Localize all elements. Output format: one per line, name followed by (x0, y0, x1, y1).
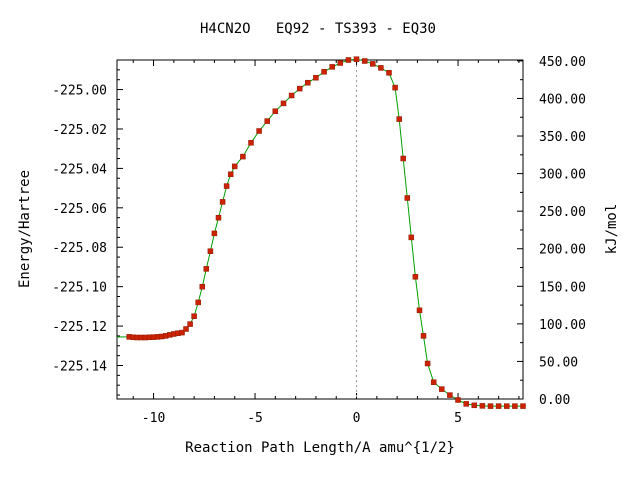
y-tick-label: -225.08 (52, 241, 107, 256)
data-point (280, 100, 287, 107)
data-point (264, 118, 270, 124)
data-point (305, 79, 311, 86)
data-point (424, 360, 431, 367)
data-point (219, 199, 226, 205)
data-point (512, 403, 518, 409)
data-point (272, 108, 279, 114)
data-point (504, 403, 510, 409)
data-point (191, 313, 197, 319)
y2-tick-label: 350.00 (539, 130, 586, 145)
data-point (520, 403, 526, 409)
data-point (455, 397, 461, 403)
data-point (203, 266, 210, 272)
data-point (412, 274, 419, 280)
x-tick-label: 5 (454, 411, 462, 426)
y2-tick-label: 200.00 (539, 243, 586, 258)
y2-tick-label: 150.00 (539, 280, 586, 295)
y2-tick-label: 0.00 (539, 393, 570, 408)
y2-axis-ticks: 0.00 50.00 100.00 150.00 200.00 250.00 300.00 3… (517, 55, 586, 408)
data-point (231, 163, 238, 170)
data-point (296, 85, 303, 92)
data-point (187, 321, 193, 327)
data-point (439, 386, 445, 392)
data-point (223, 183, 230, 189)
x-tick-label: 0 (353, 411, 361, 426)
y-tick-label: -225.14 (52, 359, 107, 374)
x-tick-label: -10 (142, 411, 165, 426)
chart-title: H4CN2O EQ92 - TS393 - EQ30 (200, 21, 436, 37)
y2-tick-label: 50.00 (539, 355, 578, 370)
y-tick-label: -225.06 (52, 202, 107, 217)
data-point (386, 70, 392, 76)
series-markers (117, 56, 526, 409)
data-point (487, 403, 494, 409)
data-point (392, 84, 398, 91)
data-point (211, 230, 218, 237)
y2-axis-label: kJ/mol (604, 204, 620, 255)
data-point (416, 307, 423, 314)
y-axis-ticks: -225.00 -225.02 -225.04 -225.06 -225.08 -225.… (52, 59, 123, 396)
data-point (353, 56, 360, 62)
x-tick-label: -5 (247, 411, 263, 426)
y-tick-label: -225.10 (52, 281, 107, 296)
x-axis-ticks: -10 -5 0 5 (132, 60, 520, 426)
y2-tick-label: 400.00 (539, 92, 586, 107)
data-point (408, 234, 415, 241)
y-tick-label: -225.12 (52, 320, 107, 335)
data-point (404, 195, 411, 201)
y-tick-label: -225.04 (52, 162, 107, 177)
data-point (329, 64, 335, 70)
data-point (396, 116, 402, 122)
y-tick-label: -225.02 (52, 123, 107, 138)
data-point (420, 333, 427, 339)
data-point (370, 61, 376, 67)
data-point (337, 60, 344, 66)
plot-frame (116, 59, 524, 400)
data-point (227, 171, 234, 178)
data-point (321, 69, 327, 75)
data-point (479, 403, 486, 409)
data-point (179, 329, 185, 336)
y2-tick-label: 300.00 (539, 168, 586, 183)
data-point (361, 58, 368, 64)
data-point (463, 401, 469, 407)
y-tick-label: -225.00 (52, 84, 107, 99)
data-point (207, 248, 214, 254)
data-point (240, 153, 246, 160)
data-point (447, 392, 453, 398)
series-line (129, 58, 523, 407)
data-point (256, 128, 262, 134)
y2-tick-label: 250.00 (539, 205, 586, 220)
y2-tick-label: 450.00 (539, 55, 586, 70)
data-point (400, 155, 406, 162)
data-point (313, 74, 319, 81)
data-point (378, 65, 384, 71)
data-point (195, 299, 201, 306)
data-point (345, 57, 352, 63)
data-point (495, 403, 502, 409)
data-point (471, 402, 478, 409)
data-point (248, 140, 254, 146)
y2-tick-label: 100.00 (539, 318, 586, 333)
data-point (430, 379, 437, 385)
data-point (183, 326, 189, 332)
data-point (215, 214, 222, 221)
x-axis-label: Reaction Path Length/A amu^{1/2} (185, 440, 455, 456)
data-point (199, 283, 206, 290)
y-axis-label: Energy/Hartree (17, 170, 33, 288)
data-point (288, 92, 295, 99)
